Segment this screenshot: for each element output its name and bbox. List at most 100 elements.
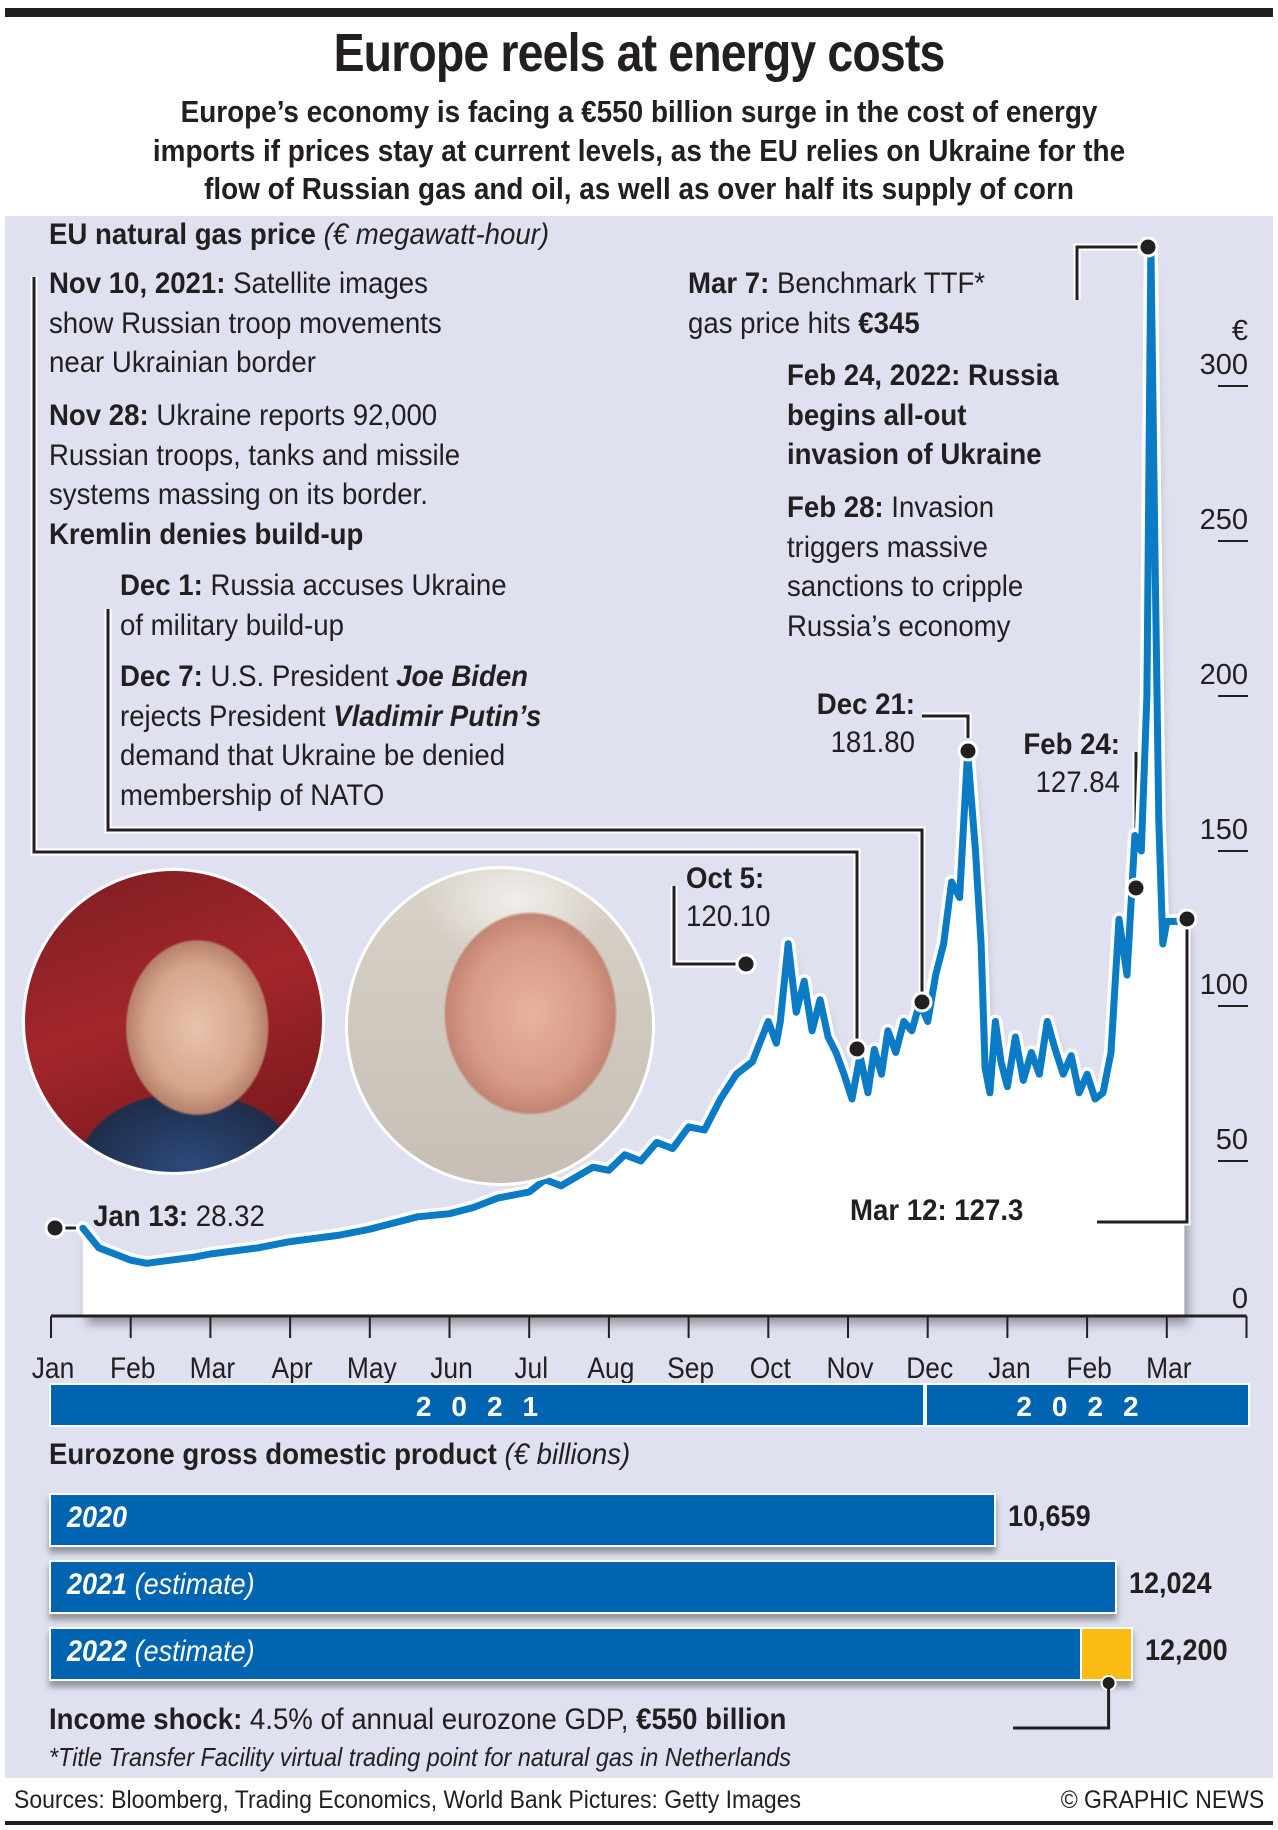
note-bold: begins all-out [787,398,967,432]
note-text: membership of NATO [120,778,385,812]
note-dec1: Dec 1: Russia accuses Ukraine of militar… [120,566,507,645]
x-tick-label: Jan [988,1350,1031,1384]
note-text: of military build-up [120,608,344,642]
x-tick-label: Feb [1066,1350,1111,1384]
gdp-section-title: Eurozone gross domestic product (€ billi… [49,1438,630,1472]
x-tick-label: Feb [110,1350,155,1384]
note-bold: invasion of Ukraine [787,438,1042,471]
subtitle-line: Europe’s economy is facing a €550 billio… [180,94,1098,129]
putin-photo [22,868,325,1175]
note-text: rejects President [120,699,326,733]
gdp-bar-2021: 2021 (estimate) [49,1560,1118,1614]
note-text: sanctions to cripple [787,570,1024,603]
annotation-dot [957,740,979,762]
annotation-dot [735,953,757,975]
gdp-title-italic: (€ billions) [504,1438,631,1471]
bottom-rule [5,1821,1273,1825]
y-axis: €0 50 100 150 200 250 300 [1200,315,1248,1315]
gdp-title-bold: Eurozone gross domestic product [49,1438,497,1471]
note-text: Ukraine reports 92,000 [156,399,438,432]
y-tick-label: 100 [1200,969,1248,1001]
income-shock-text: Income shock: 4.5% of annual eurozone GD… [49,1700,786,1740]
note-bold: Kremlin denies build-up [49,517,364,551]
year-band-2021: 2021 [49,1383,925,1427]
income-shock-bold: Income shock: [49,1703,243,1736]
note-text: Russia’s economy [787,609,1011,643]
annotation-dot [1137,236,1159,258]
chart-line [79,243,1188,1267]
callout-feb24: Feb 24: 127.84 [991,726,1120,802]
copyright: © GRAPHIC NEWS [1060,1786,1264,1814]
page-title: Europe reels at energy costs [333,23,946,83]
note-text: Satellite images [233,267,428,300]
gas-title-bold: EU natural gas price [49,218,316,251]
note-value: €345 [858,306,920,340]
x-tick-label: Jan [32,1350,75,1384]
note-text: Benchmark TTF* [776,267,986,300]
x-tick-label: Jul [514,1350,548,1384]
note-date: Nov 10, 2021: [49,267,226,300]
chart-area-fill [82,246,1185,1316]
x-tick-label: Sep [667,1350,714,1384]
callout-value: 127.84 [1035,766,1120,799]
note-text: gas price hits [688,306,851,340]
callout-dec21: Dec 21: 181.80 [763,686,915,762]
callout-value: 181.80 [830,726,915,759]
note-dec7: Dec 7: U.S. President Joe Biden rejects … [120,657,541,815]
note-date: Nov 28: [49,399,149,432]
note-name-biden: Joe Biden [396,660,529,693]
note-text: near Ukrainian border [49,346,316,379]
gdp-bar-label: 2021 (estimate) [67,1568,255,1601]
note-feb28: Feb 28: Invasion triggers massive sancti… [787,488,1023,646]
x-tick-label: Mar [1146,1350,1191,1384]
leader-dec1 [106,609,924,1002]
income-shock-value: €550 billion [636,1703,787,1736]
shock-leader-line [1013,1683,1111,1730]
gdp-value-2022: 12,200 [1145,1634,1228,1667]
note-text: Russian troops, tanks and missile [49,438,461,472]
page-subtitle: Europe’s economy is facing a €550 billio… [64,93,1214,209]
subtitle-line: flow of Russian gas and oil, as well as … [204,171,1074,206]
x-axis: Jan Feb Mar Apr May Jun Jul Aug Sep Oct Nov Dec Jan F… [32,1314,1248,1384]
note-bold: Feb 24, 2022: Russia [787,359,1059,392]
x-tick-label: Oct [750,1350,791,1384]
gdp-bar-label: 2022 (estimate) [67,1635,255,1668]
note-nov10: Nov 10, 2021: Satellite images show Russ… [49,264,442,383]
subtitle-line: imports if prices stay at current levels… [152,132,1126,168]
year-band-2022: 2022 [925,1383,1250,1427]
x-tick-label: May [347,1350,398,1384]
callout-jan13: Jan 13: 28.32 [93,1198,265,1236]
y-unit-label: € [1232,315,1248,347]
note-date: Mar 7: [688,267,770,300]
annotation-dot [1125,877,1147,899]
leader-oct5 [672,886,746,966]
gdp-value-2020: 10,659 [1008,1500,1091,1533]
leader-mar12 [1097,919,1189,1224]
callout-date: Feb 24: [1023,728,1120,761]
gdp-bar-2022: 2022 (estimate) [49,1627,1133,1681]
note-text: Russia accuses Ukraine [210,569,507,602]
x-tick-label: Mar [190,1350,235,1384]
gas-title-italic: (€ megawatt-hour) [323,218,550,251]
note-text: show Russian troop movements [49,306,442,340]
note-name-putin: Vladimir Putin’s [333,699,542,733]
annotation-dot [846,1038,868,1060]
gas-section-title: EU natural gas price (€ megawatt-hour) [49,218,549,252]
note-text: systems massing on its border. [49,478,428,511]
top-rule [5,8,1273,17]
note-nov28: Nov 28: Ukraine reports 92,000 Russian t… [49,396,460,554]
x-tick-label: Apr [272,1350,313,1384]
callout-oct5: Oct 5: 120.10 [686,860,770,936]
leader-dec21 [922,714,970,738]
note-mar7: Mar 7: Benchmark TTF* gas price hits €34… [688,264,985,343]
callout-value: 28.32 [195,1200,265,1233]
x-tick-label: Aug [587,1350,634,1384]
footnote: *Title Transfer Facility virtual trading… [49,1742,791,1772]
note-feb24: Feb 24, 2022: Russia begins all-out inva… [787,356,1059,475]
callout-value: 120.10 [686,900,771,933]
y-tick-label: 250 [1200,504,1248,536]
note-text: Invasion [891,491,995,524]
callout-date: Dec 21: [816,688,915,721]
callout-mar12: Mar 12: 127.3 [850,1192,1023,1230]
